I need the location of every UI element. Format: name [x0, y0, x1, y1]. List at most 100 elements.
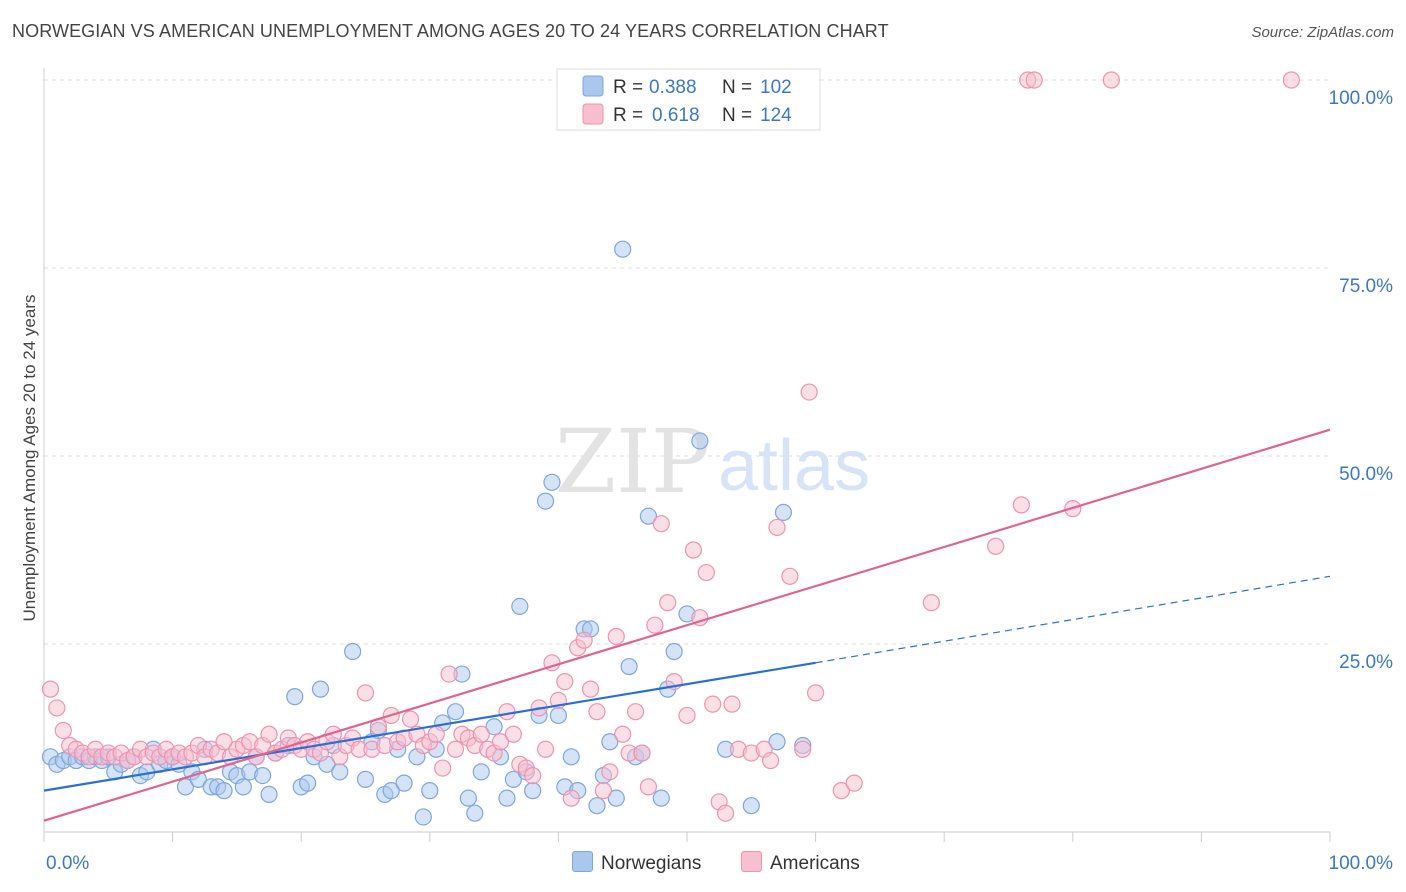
american-point — [434, 759, 452, 777]
norwegians-n-value: 102 — [760, 77, 792, 98]
american-point — [48, 699, 66, 717]
norwegian-point — [652, 789, 670, 807]
legend-item-norwegians[interactable]: Norwegians — [572, 851, 701, 875]
norwegian-point — [254, 766, 272, 785]
american-point — [697, 563, 715, 582]
american-point — [1025, 71, 1043, 89]
norwegian-point — [234, 778, 252, 796]
american-point — [504, 725, 522, 743]
norwegian-point — [588, 797, 606, 815]
legend-item-americans[interactable]: Americans — [741, 851, 860, 875]
american-point — [678, 706, 696, 725]
norwegian-point — [543, 473, 561, 491]
norwegian-point — [607, 789, 625, 807]
norwegian-point — [466, 804, 484, 822]
american-point — [800, 383, 818, 401]
american-point — [1282, 71, 1301, 89]
american-point — [440, 665, 458, 683]
norwegian-point — [414, 808, 432, 826]
watermark-zip: ZIP — [555, 410, 710, 513]
american-point — [607, 627, 625, 646]
norwegians-legend-swatch — [572, 851, 593, 872]
norwegians-trend-line — [43, 661, 816, 792]
americans-legend-label: Americans — [770, 853, 860, 874]
norwegian-point — [421, 782, 439, 800]
americans-n-label: N = — [722, 105, 752, 126]
norwegian-point — [215, 782, 233, 800]
y-axis-tick-labels: 25.0% 50.0% 75.0% 100.0% — [1329, 88, 1394, 673]
american-point — [794, 740, 812, 758]
x-tick-label-min: 0.0% — [46, 853, 89, 874]
norwegian-point — [472, 763, 490, 781]
american-point — [614, 725, 632, 743]
american-point — [575, 631, 593, 649]
norwegian-point — [562, 748, 580, 766]
norwegian-point — [382, 782, 400, 800]
norwegian-point — [176, 778, 195, 796]
norwegian-point — [260, 785, 278, 804]
americans-stats-swatch — [582, 103, 604, 125]
american-point — [1012, 496, 1030, 514]
grid-lines — [44, 79, 1330, 645]
american-point — [401, 710, 420, 728]
norwegian-point — [504, 770, 522, 788]
americans-r-label: R = — [613, 105, 643, 126]
norwegian-point — [768, 733, 786, 751]
american-point — [781, 567, 799, 585]
american-point — [659, 594, 677, 612]
american-point — [498, 703, 516, 721]
norwegian-point — [311, 680, 330, 698]
norwegians-r-value: 0.388 — [649, 77, 697, 98]
american-point — [41, 680, 60, 698]
y-tick-label: 75.0% — [1339, 276, 1393, 297]
norwegian-point — [601, 733, 619, 751]
american-point — [215, 733, 233, 751]
american-point — [806, 684, 825, 702]
american-point — [260, 725, 278, 743]
american-point — [356, 684, 375, 702]
norwegian-point — [299, 774, 317, 792]
norwegian-point — [614, 240, 632, 258]
american-point — [646, 616, 664, 634]
norwegian-point — [356, 770, 375, 788]
american-point — [562, 789, 580, 807]
norwegian-point — [395, 774, 413, 792]
y-tick-label: 100.0% — [1329, 88, 1394, 109]
norwegian-point — [511, 597, 529, 616]
american-point — [446, 740, 465, 758]
american-point — [594, 782, 613, 800]
american-point — [832, 782, 850, 800]
chart-title: NORWEGIAN VS AMERICAN UNEMPLOYMENT AMONG… — [12, 21, 889, 41]
y-axis-label: Unemployment Among Ages 20 to 24 years — [20, 295, 39, 622]
norwegian-point — [446, 703, 465, 721]
american-point — [987, 537, 1005, 555]
american-point — [922, 594, 940, 612]
watermark-atlas: atlas — [718, 426, 870, 506]
norwegians-n-label: N = — [722, 77, 752, 98]
norwegian-point — [691, 432, 709, 450]
x-tick-label-max: 100.0% — [1329, 853, 1394, 874]
norwegian-point — [774, 503, 793, 522]
y-tick-label: 50.0% — [1339, 464, 1393, 485]
norwegian-point — [331, 763, 349, 781]
x-axis-ticks — [43, 832, 1331, 842]
norwegian-point — [742, 797, 760, 815]
american-point — [1102, 71, 1120, 89]
norwegians-trend-extension — [815, 575, 1331, 664]
norwegian-point — [620, 657, 638, 676]
y-tick-label: 25.0% — [1339, 652, 1393, 673]
trend-lines — [43, 428, 1331, 822]
american-point — [588, 703, 606, 721]
american-point — [524, 766, 542, 785]
american-point — [536, 740, 555, 758]
stats-legend: R = 0.388 N = 102 R = 0.618 N = 124 — [556, 68, 821, 131]
norwegian-point — [485, 718, 503, 736]
norwegian-point — [459, 789, 477, 807]
norwegian-point — [549, 706, 568, 725]
american-point — [652, 515, 670, 533]
american-point — [472, 725, 490, 743]
american-point — [684, 541, 703, 559]
american-point — [704, 695, 722, 713]
american-point — [761, 751, 780, 770]
